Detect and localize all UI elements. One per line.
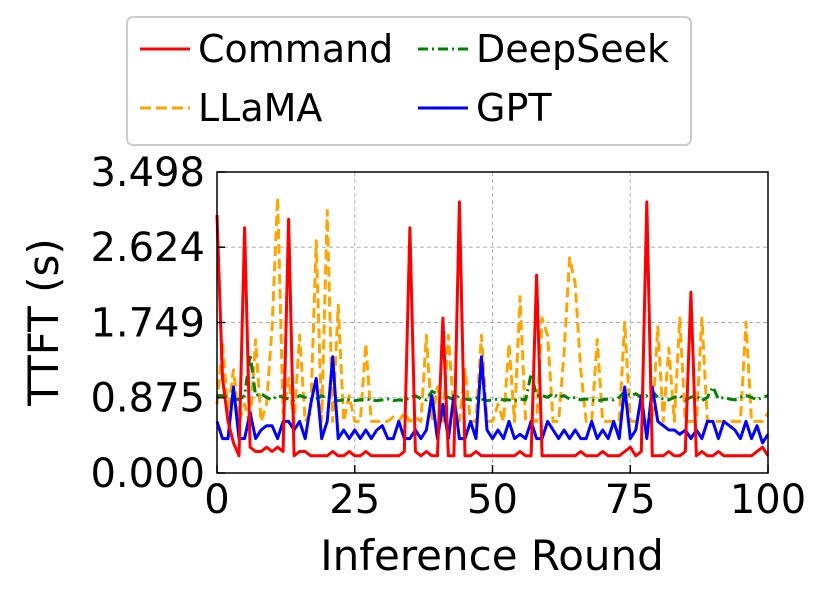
legend-label-llama: LLaMA	[198, 86, 322, 130]
y-tick-label: 1.749	[90, 301, 205, 347]
x-tick-label: 75	[605, 477, 656, 523]
legend-frame	[126, 16, 692, 146]
x-tick-label: 25	[329, 477, 380, 523]
series-line-command	[215, 200, 770, 458]
y-tick-label: 3.498	[90, 150, 205, 196]
x-tick-label: 50	[467, 477, 518, 523]
legend: Command LLaMA DeepSeek GPT	[126, 16, 692, 146]
x-tick-label: 100	[730, 477, 806, 523]
series-line-gpt	[215, 355, 770, 445]
x-axis-label: Inference Round	[320, 531, 664, 580]
axis-ticks: 0 25 50 75 100 0.000 0.875 1.749 2.624 3.498	[90, 150, 806, 523]
legend-label-command: Command	[198, 27, 393, 71]
y-tick-label: 0.000	[90, 451, 205, 497]
y-tick-label: 2.624	[90, 225, 205, 271]
legend-label-gpt: GPT	[476, 86, 552, 130]
series-line-deepseek	[217, 352, 769, 403]
series-lines	[215, 196, 770, 458]
x-tick-label: 0	[204, 477, 229, 523]
legend-label-deepseek: DeepSeek	[476, 27, 669, 71]
y-tick-label: 0.875	[90, 376, 205, 422]
y-axis-label: TTFT (s)	[19, 238, 68, 407]
